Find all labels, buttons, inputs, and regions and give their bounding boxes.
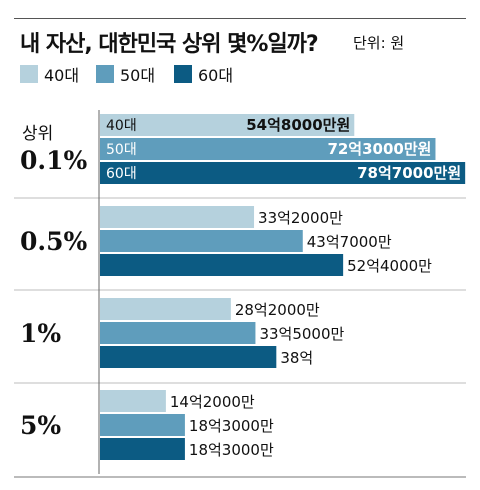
value-label-1pct-40대: 28억2000만 [235,301,320,319]
bar-series-label-60대: 60대 [106,166,137,182]
bar-0-1pct-60대 [100,162,466,184]
value-label-0-5pct-40대: 33억2000만 [258,209,343,227]
bar-5pct-60대 [100,438,185,460]
value-label-0-1pct-40대: 54억8000만원 [246,116,350,134]
value-label-1pct-60대: 38억 [280,349,313,367]
group-label-0-1pct: 0.1% [20,146,87,175]
group-label-top-0-1pct: 상위 [22,124,53,144]
bar-series-label-50대: 50대 [106,142,137,158]
value-label-0-5pct-60대: 52억4000만 [347,257,432,275]
group-label-0-5pct: 0.5% [20,227,87,256]
bar-0-5pct-40대 [100,206,255,228]
group-label-1pct: 1% [20,319,61,348]
bar-5pct-40대 [100,390,166,412]
legend-swatch-40s [20,65,38,83]
value-label-5pct-50대: 18억3000만 [189,417,274,435]
bar-5pct-50대 [100,414,185,436]
legend-label-60s: 60대 [198,66,234,85]
unit-label: 단위: 원 [353,34,405,52]
group-label-5pct: 5% [20,411,61,440]
value-label-0-1pct-60대: 78억7000만원 [357,164,461,182]
value-label-5pct-60대: 18억3000만 [189,441,274,459]
bar-1pct-40대 [100,298,231,320]
value-label-1pct-50대: 33억5000만 [259,325,344,343]
value-label-0-1pct-50대: 72억3000만원 [327,140,431,158]
legend-label-50s: 50대 [120,66,156,85]
bar-series-label-40대: 40대 [106,118,137,134]
value-label-0-5pct-50대: 43억7000만 [307,233,392,251]
legend-label-40s: 40대 [44,66,80,85]
chart-title: 내 자산, 대한민국 상위 몇%일까? [20,32,319,57]
bar-0-1pct-50대 [100,138,436,160]
legend-swatch-60s [174,65,192,83]
value-label-5pct-40대: 14억2000만 [170,393,255,411]
top-rule [14,18,466,19]
bar-1pct-60대 [100,346,277,368]
bar-0-1pct-40대 [100,114,355,136]
legend-swatch-50s [96,65,114,83]
bar-1pct-50대 [100,322,256,344]
bar-0-5pct-50대 [100,230,303,252]
bar-0-5pct-60대 [100,254,344,276]
